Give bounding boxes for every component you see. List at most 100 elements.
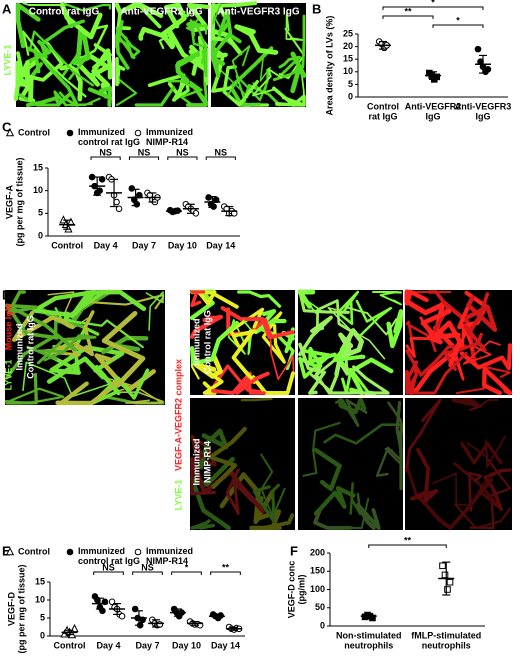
vessel [269, 338, 295, 380]
significance-bracket [382, 6, 484, 10]
vessel [298, 315, 333, 357]
x-tick-label: Anti-VEGFR3 [455, 101, 512, 111]
vessel [208, 426, 247, 489]
vessel [384, 426, 404, 466]
significance-label: * [185, 562, 189, 572]
vessel [272, 86, 306, 107]
point [441, 571, 449, 579]
vessels [297, 289, 404, 396]
vessel [22, 2, 69, 6]
vessel [395, 400, 403, 491]
vessel [15, 2, 41, 49]
significance-bracket [210, 571, 241, 575]
legend-label: Control [18, 546, 50, 556]
significance-bracket [368, 544, 447, 548]
vessel [409, 447, 439, 503]
vessel [235, 377, 266, 395]
vessel [193, 353, 223, 379]
micrograph [190, 398, 295, 530]
legend-marker [66, 548, 74, 556]
vessel [275, 95, 306, 107]
vessel [28, 30, 95, 87]
vessel [260, 453, 286, 518]
significance-label: ** [404, 6, 412, 16]
group-label: Control rat IgG [202, 310, 212, 374]
vessel [334, 398, 368, 427]
x-tick-label: Day 10 [172, 640, 201, 650]
vessels [189, 289, 295, 395]
y-axis-label: VEGF-D conc [286, 561, 296, 619]
vessel [404, 464, 428, 497]
vessel [5, 303, 77, 352]
x-tick-label: Day 14 [206, 240, 235, 250]
legend-line: NIMP-R14 [146, 137, 188, 147]
group-label: NIMP-R14 [202, 441, 212, 483]
significance-label: NS [176, 147, 189, 157]
vessel [338, 497, 370, 529]
x-tick-label: neutrophils [422, 640, 471, 650]
stain-label: LYVE-1 [2, 45, 12, 76]
vessels [404, 289, 513, 396]
legend-marker [66, 129, 74, 137]
vessel [173, 3, 208, 32]
y-tick-label: 10 [33, 185, 43, 195]
vessel [290, 51, 307, 94]
vessel [59, 64, 83, 102]
vessel [189, 19, 208, 64]
vessel [313, 486, 356, 516]
vessel [327, 306, 386, 360]
point [133, 200, 141, 208]
significance-label: ** [404, 535, 412, 545]
x-tick-label: Control [54, 640, 86, 650]
x-tick-label: Non-stimulated [336, 630, 402, 640]
vessel [482, 366, 513, 396]
legend-marker [5, 547, 15, 556]
vessel [26, 91, 73, 107]
vessel [105, 377, 163, 404]
vessel [249, 496, 282, 531]
vessel [101, 310, 146, 388]
y-axis-label: (pg/ml) [296, 575, 306, 605]
vessel [443, 332, 483, 371]
vessel [59, 2, 103, 40]
vessel [189, 314, 223, 339]
panel-label: B [312, 1, 321, 16]
vessel [72, 25, 91, 66]
y-tick-label: 5 [40, 612, 45, 622]
group-label: Immunized [14, 323, 24, 370]
point [474, 45, 482, 53]
vessel [323, 423, 404, 445]
x-tick-label: Control [367, 101, 399, 111]
significance-bracket [382, 15, 434, 19]
vessel [189, 321, 240, 366]
legend-line: control rat IgG [78, 137, 140, 147]
vessel [55, 380, 122, 406]
x-tick-label: Day 7 [132, 240, 156, 250]
vessel [338, 397, 367, 415]
y-tick-label: 50 [315, 602, 325, 612]
vessel [16, 41, 64, 82]
x-tick-label: Day 4 [94, 240, 118, 250]
vessel [460, 441, 503, 465]
stain-label: LYVE-1 [3, 360, 13, 391]
vessel [87, 85, 113, 108]
vessel [451, 397, 480, 408]
vessel [431, 472, 491, 506]
y-tick-label: 100 [310, 584, 325, 594]
stain-label: Mouse IgM [3, 304, 13, 351]
vessel [454, 503, 511, 529]
legend-label: Control [18, 127, 50, 137]
vessel [463, 292, 490, 353]
legend-marker [134, 548, 142, 556]
y-tick-label: 0 [320, 620, 325, 630]
vessel [339, 328, 365, 359]
vessel [349, 482, 362, 516]
panel-label: E [2, 543, 11, 558]
vessel [189, 456, 235, 531]
vessel [15, 60, 34, 102]
significance-label: ** [222, 562, 230, 572]
significance-bracket [93, 571, 124, 575]
y-tick-label: 15 [343, 54, 353, 64]
vessel [241, 83, 281, 107]
